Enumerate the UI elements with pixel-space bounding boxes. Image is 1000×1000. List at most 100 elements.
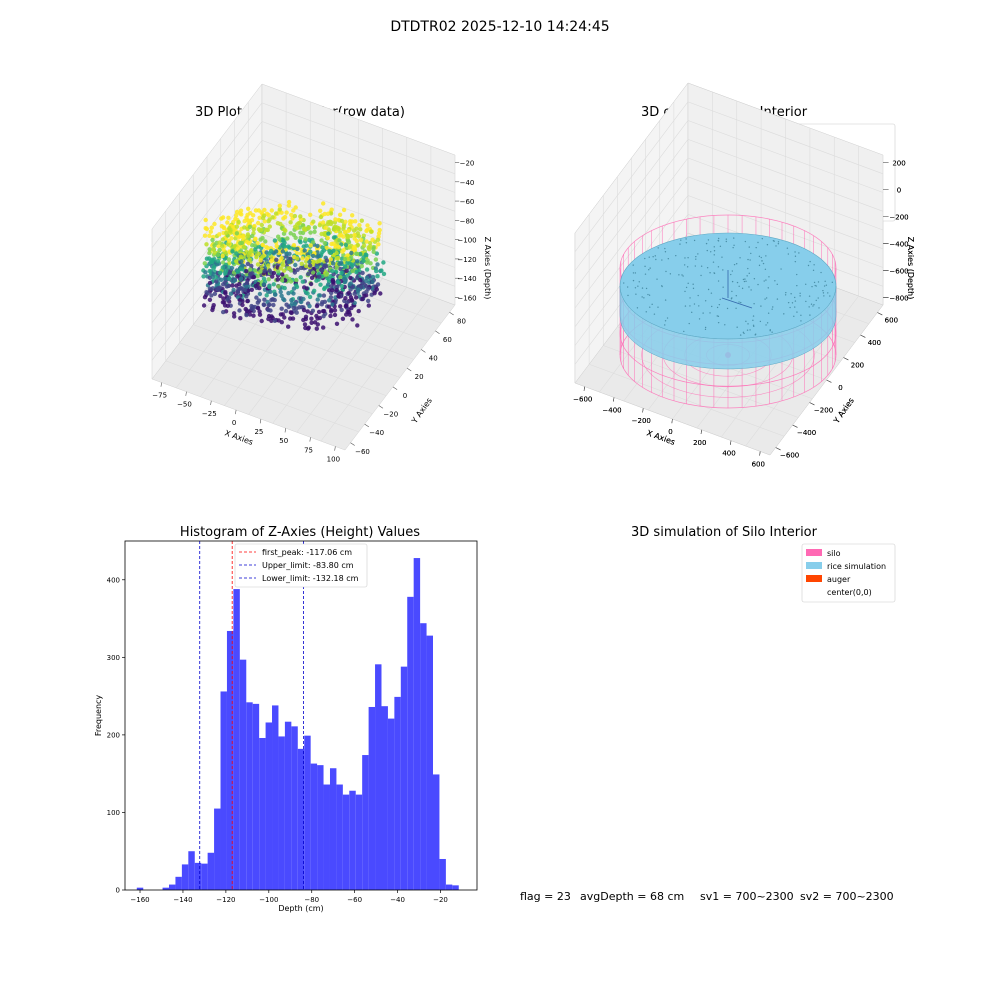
- p4-y-tick-label: 0: [838, 384, 842, 392]
- p1-data-point: [310, 270, 316, 275]
- p1-data-point: [358, 277, 363, 283]
- histogram-x-tick-label: −20: [433, 896, 448, 904]
- p4-rice-point: [799, 292, 801, 295]
- p4-rice-point: [644, 257, 646, 260]
- p1-data-point: [327, 298, 332, 303]
- p1-data-point: [322, 240, 327, 246]
- p1-data-point: [376, 242, 381, 247]
- p1-data-point: [330, 268, 335, 274]
- p1-data-point: [239, 259, 244, 264]
- p1-data-point: [246, 206, 251, 211]
- p1-data-point: [237, 281, 242, 287]
- p4-rice-point: [685, 242, 688, 244]
- p1-z-tick-label: −160: [457, 295, 476, 303]
- p4-rice-point: [741, 287, 744, 290]
- p2-y-tick-label: −400: [797, 429, 816, 437]
- p1-data-point: [305, 309, 310, 314]
- p4-rice-point: [809, 314, 811, 316]
- p1-data-point: [259, 318, 264, 324]
- p1-data-point: [331, 248, 336, 253]
- p1-z-tick-label: −100: [457, 237, 476, 245]
- histogram-bar: [239, 659, 247, 890]
- p4-z-tick-label: −400: [889, 241, 908, 249]
- p4-rice-point: [743, 332, 745, 335]
- p1-data-point: [217, 285, 223, 290]
- p4-rice-point: [697, 253, 699, 255]
- p1-data-point: [358, 237, 364, 243]
- p1-data-point: [262, 207, 267, 213]
- histogram-bar: [368, 706, 376, 890]
- p4-rice-point: [707, 288, 710, 291]
- p4-rice-point: [637, 285, 639, 287]
- p1-data-point: [212, 291, 218, 296]
- p1-data-point: [220, 237, 226, 242]
- p1-data-point: [247, 312, 253, 317]
- p1-data-point: [247, 250, 253, 255]
- p1-data-point: [262, 268, 267, 274]
- p1-data-point: [301, 307, 307, 313]
- p1-data-point: [224, 230, 229, 236]
- p4-y-tick-label: −200: [814, 407, 833, 415]
- p4-y-tick-mark: [775, 447, 781, 451]
- p1-x-tick-label: 75: [304, 446, 313, 454]
- p1-data-point: [250, 271, 255, 276]
- p1-x-tick-mark: [309, 437, 311, 442]
- p1-data-point: [332, 308, 338, 313]
- p4-rice-point: [753, 302, 755, 305]
- histogram-bar: [420, 623, 427, 890]
- p1-data-point: [332, 227, 337, 232]
- p4-legend-swatch: [806, 575, 822, 582]
- p1-data-point: [350, 213, 355, 218]
- p4-rice-point: [725, 238, 728, 240]
- p4-legend-swatch: [806, 562, 822, 569]
- histogram-bar: [433, 774, 440, 890]
- histogram-bar: [233, 589, 240, 890]
- p4-rice-point: [814, 284, 816, 287]
- p4-x-tick-label: 200: [693, 439, 706, 447]
- panel-raw-scatter: −160 −140 −120 −100 −80 −60 −40 −20 Z Axies (Dep…: [151, 83, 492, 463]
- p4-rice-point: [710, 292, 713, 294]
- p1-data-point: [338, 304, 343, 309]
- p4-rice-point: [786, 247, 789, 249]
- p1-data-point: [217, 247, 222, 253]
- p4-rice-point: [745, 320, 747, 323]
- p1-data-point: [259, 227, 264, 232]
- p4-rice-point: [744, 278, 746, 280]
- p4-rice-point: [738, 301, 740, 303]
- histogram-bar: [336, 784, 343, 890]
- p4-rice-point: [643, 297, 645, 299]
- p1-data-point: [315, 243, 320, 249]
- p1-data-point: [330, 278, 335, 283]
- p1-grid-line: [151, 158, 456, 305]
- p1-data-point: [221, 296, 226, 301]
- histogram-x-tick-label: −160: [130, 896, 149, 904]
- p1-data-point: [250, 233, 255, 239]
- p4-y-tick-label: −600: [780, 452, 799, 460]
- histogram-bar: [246, 702, 253, 890]
- histogram-bar: [136, 887, 144, 890]
- p4-legend-label: center(0,0): [827, 588, 872, 597]
- p1-x-axis-label: X Axies: [223, 428, 254, 447]
- p4-rice-point: [717, 239, 719, 242]
- p1-data-point: [268, 248, 274, 254]
- histogram-y-tick-label: 400: [107, 576, 120, 584]
- p4-rice-point: [649, 267, 651, 269]
- p1-data-point: [249, 218, 255, 223]
- p4-rice-point: [813, 264, 815, 266]
- p1-grid-line: [151, 196, 456, 342]
- p1-x-tick-mark: [259, 419, 262, 424]
- p1-data-point: [322, 285, 328, 290]
- p1-data-point: [309, 320, 314, 325]
- p4-z-axis-label: Z Axies (Depth): [906, 237, 915, 300]
- p1-grid-line: [151, 177, 456, 323]
- p1-data-point: [317, 223, 323, 228]
- histogram-legend-label: Upper_limit: -83.80 cm: [262, 561, 354, 570]
- p4-rice-point: [773, 240, 775, 242]
- p1-data-point: [308, 230, 313, 235]
- p4-rice-point: [746, 329, 749, 331]
- footer-flag: flag = 23: [520, 890, 571, 903]
- p2-x-tick-label: 600: [752, 460, 765, 468]
- p1-data-point: [346, 290, 351, 296]
- p1-data-point: [263, 239, 268, 244]
- p4-rice-point: [687, 257, 689, 259]
